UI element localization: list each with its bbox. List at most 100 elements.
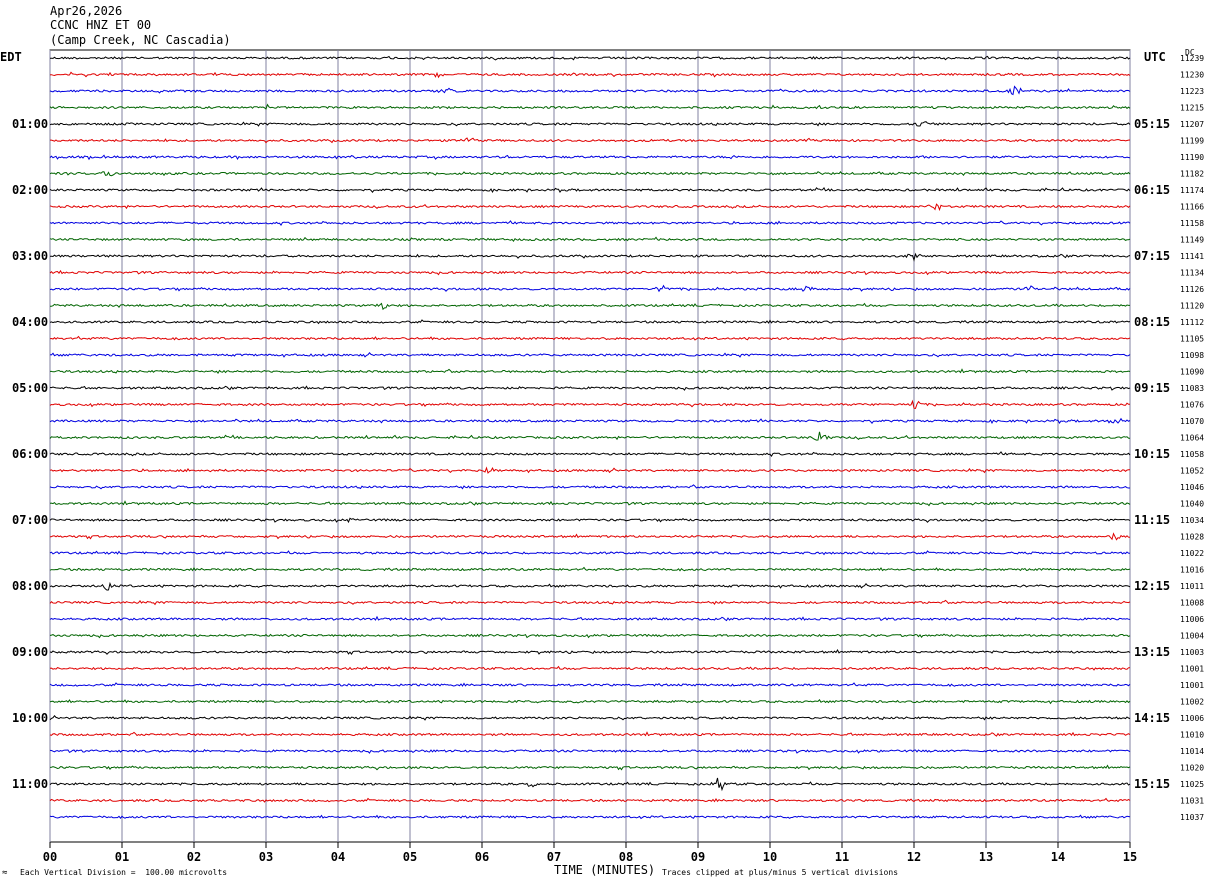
edt-hour-label: 06:00 bbox=[12, 447, 48, 461]
dc-offset-label: 11105 bbox=[1180, 335, 1204, 344]
seismic-trace bbox=[49, 236, 1131, 243]
dc-offset-label: 11001 bbox=[1180, 681, 1204, 690]
dc-offset-label: 11001 bbox=[1180, 665, 1204, 674]
scale-note: Each Vertical Division = 100.00 microvol… bbox=[20, 868, 228, 877]
x-tick-label: 11 bbox=[835, 850, 849, 864]
dc-offset-label: 11052 bbox=[1180, 467, 1204, 476]
seismic-trace bbox=[49, 814, 1131, 820]
utc-hour-label: 15:15 bbox=[1134, 777, 1170, 791]
dc-offset-label: 11058 bbox=[1180, 450, 1204, 459]
dc-offset-label: 11037 bbox=[1180, 813, 1204, 822]
seismic-trace bbox=[49, 431, 1131, 441]
seismic-trace bbox=[49, 797, 1131, 803]
station-title: CCNC HNZ ET 00 bbox=[50, 18, 152, 32]
seismic-trace bbox=[49, 284, 1131, 293]
dc-offset-label: 11239 bbox=[1180, 54, 1204, 63]
seismic-trace bbox=[49, 665, 1131, 671]
dc-offset-label: 11004 bbox=[1180, 632, 1204, 641]
dc-offset-label: 11090 bbox=[1180, 368, 1204, 377]
seismic-trace bbox=[49, 517, 1131, 524]
edt-hour-label: 04:00 bbox=[12, 315, 48, 329]
dc-offset-label: 11003 bbox=[1180, 648, 1204, 657]
dc-offset-label: 11006 bbox=[1180, 615, 1204, 624]
seismic-trace bbox=[49, 170, 1131, 177]
seismic-trace bbox=[50, 368, 1131, 374]
seismic-trace bbox=[49, 269, 1131, 276]
seismic-trace bbox=[49, 466, 1131, 474]
dc-offset-label: 11215 bbox=[1180, 104, 1204, 113]
utc-label: UTC bbox=[1144, 50, 1166, 64]
seismic-trace bbox=[49, 417, 1131, 425]
seismic-trace bbox=[49, 532, 1131, 541]
dc-offset-label: 11174 bbox=[1180, 186, 1204, 195]
x-tick-label: 03 bbox=[259, 850, 273, 864]
x-tick-label: 02 bbox=[187, 850, 201, 864]
dc-offset-label: 11141 bbox=[1180, 252, 1204, 261]
seismic-trace bbox=[49, 764, 1131, 771]
utc-hour-label: 09:15 bbox=[1134, 381, 1170, 395]
dc-offset-label: 11010 bbox=[1180, 731, 1204, 740]
dc-offset-label: 11098 bbox=[1180, 351, 1204, 360]
utc-hour-label: 14:15 bbox=[1134, 711, 1170, 725]
utc-hour-label: 11:15 bbox=[1134, 513, 1170, 527]
station-location: (Camp Creek, NC Cascadia) bbox=[50, 33, 231, 47]
x-tick-label: 12 bbox=[907, 850, 921, 864]
dc-offset-label: 11034 bbox=[1180, 516, 1204, 525]
x-tick-label: 04 bbox=[331, 850, 345, 864]
dc-offset-label: 11002 bbox=[1180, 698, 1204, 707]
utc-hour-label: 10:15 bbox=[1134, 447, 1170, 461]
dc-offset-label: 11149 bbox=[1180, 236, 1204, 245]
dc-offset-label: 11028 bbox=[1180, 533, 1204, 542]
seismic-trace bbox=[49, 203, 1131, 212]
dc-offset-label: 11040 bbox=[1180, 500, 1204, 509]
seismic-trace bbox=[50, 55, 1131, 61]
dc-offset-label: 11112 bbox=[1180, 318, 1204, 327]
seismic-trace bbox=[49, 85, 1131, 96]
dc-offset-label: 11230 bbox=[1180, 71, 1204, 80]
dc-offset-label: 11064 bbox=[1180, 434, 1204, 443]
plot-frame bbox=[49, 49, 1131, 843]
seismic-trace bbox=[49, 385, 1131, 391]
dc-offset-label: 11020 bbox=[1180, 764, 1204, 773]
edt-hour-label: 11:00 bbox=[12, 777, 48, 791]
x-tick-label: 07 bbox=[547, 850, 561, 864]
seismic-trace bbox=[49, 319, 1131, 325]
dc-offset-label: 11134 bbox=[1180, 269, 1204, 278]
seismic-trace bbox=[49, 484, 1130, 490]
seismic-trace bbox=[49, 500, 1131, 507]
dc-offset-label: 11046 bbox=[1180, 483, 1204, 492]
dc-offset-label: 11190 bbox=[1180, 153, 1204, 162]
dc-label: DC bbox=[1185, 48, 1195, 57]
dc-offset-label: 11022 bbox=[1180, 549, 1204, 558]
seismic-trace bbox=[49, 154, 1131, 161]
dc-offset-label: 11008 bbox=[1180, 599, 1204, 608]
edt-hour-label: 01:00 bbox=[12, 117, 48, 131]
seismic-trace bbox=[49, 550, 1131, 556]
seismic-trace bbox=[49, 581, 1131, 591]
dc-offset-label: 11120 bbox=[1180, 302, 1204, 311]
seismic-trace bbox=[49, 615, 1131, 622]
plot-date: Apr26,2026 bbox=[50, 4, 123, 18]
seismic-trace bbox=[49, 748, 1131, 754]
seismic-trace bbox=[49, 731, 1131, 737]
dc-offset-label: 11025 bbox=[1180, 780, 1204, 789]
dc-offset-label: 11014 bbox=[1180, 747, 1204, 756]
seismic-trace bbox=[49, 566, 1131, 572]
seismic-trace bbox=[49, 352, 1131, 358]
utc-hour-label: 07:15 bbox=[1134, 249, 1170, 263]
footer-mark: ≈ bbox=[2, 868, 8, 878]
seismic-trace bbox=[49, 121, 1131, 127]
x-tick-label: 05 bbox=[403, 850, 417, 864]
dc-offset-label: 11158 bbox=[1180, 219, 1204, 228]
dc-offset-label: 11076 bbox=[1180, 401, 1204, 410]
dc-offset-label: 11083 bbox=[1180, 384, 1204, 393]
edt-hour-label: 07:00 bbox=[12, 513, 48, 527]
dc-offset-label: 11031 bbox=[1180, 797, 1204, 806]
seismic-trace bbox=[49, 599, 1131, 606]
seismic-trace bbox=[49, 777, 1131, 792]
x-axis-title: TIME (MINUTES) bbox=[554, 863, 656, 877]
seismic-trace bbox=[49, 335, 1131, 341]
edt-hour-label: 03:00 bbox=[12, 249, 48, 263]
seismic-trace bbox=[49, 103, 1131, 110]
